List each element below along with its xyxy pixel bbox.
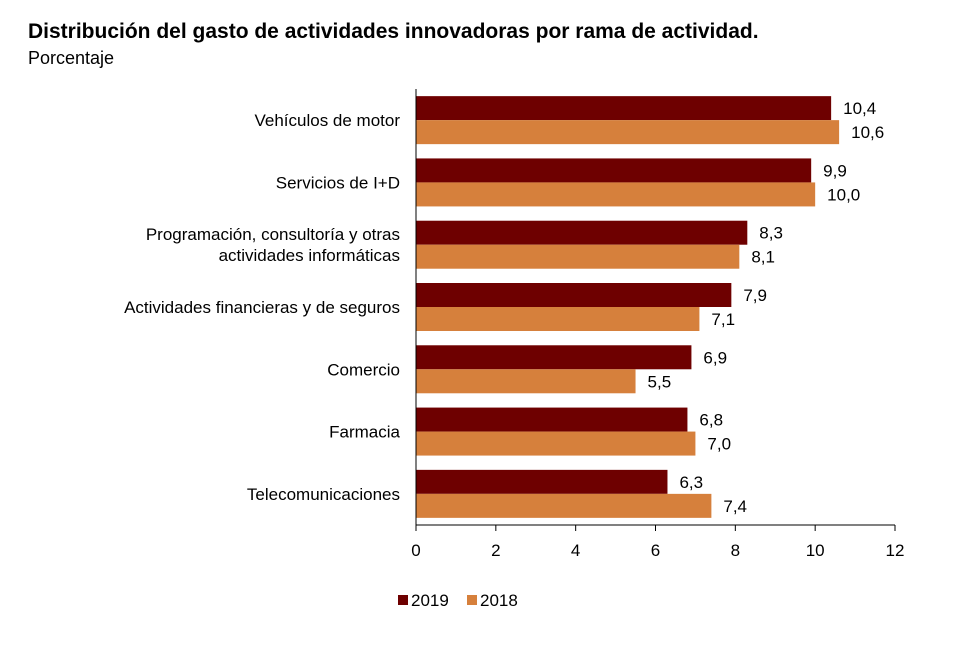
category-label-0: Vehículos de motor — [254, 111, 400, 130]
bar-2019-5 — [416, 407, 688, 432]
data-label-2019-0: 10,4 — [843, 99, 876, 118]
category-label-2-1: actividades informáticas — [219, 246, 400, 265]
x-tick-label-2: 4 — [571, 541, 580, 560]
x-tick-label-4: 8 — [731, 541, 740, 560]
bar-2018-3 — [416, 307, 700, 331]
legend-label-2018: 2018 — [480, 591, 518, 610]
x-tick-label-1: 2 — [491, 541, 500, 560]
data-label-2018-5: 7,0 — [707, 435, 731, 454]
category-label-4: Comercio — [327, 360, 400, 379]
data-label-2018-2: 8,1 — [751, 248, 775, 267]
data-label-2018-0: 10,6 — [851, 123, 884, 142]
bar-2019-1 — [416, 158, 812, 183]
data-label-2018-1: 10,0 — [827, 185, 860, 204]
bar-2018-4 — [416, 369, 636, 394]
category-label-5: Farmacia — [329, 423, 400, 442]
x-tick-label-6: 12 — [886, 541, 905, 560]
data-label-2019-1: 9,9 — [823, 161, 847, 180]
bar-2019-6 — [416, 469, 668, 494]
x-tick-label-0: 0 — [411, 541, 420, 560]
bar-2018-6 — [416, 493, 712, 518]
category-label-1: Servicios de I+D — [276, 173, 400, 192]
bar-2018-2 — [416, 244, 740, 269]
data-label-2018-6: 7,4 — [723, 497, 747, 516]
data-label-2019-3: 7,9 — [743, 286, 767, 305]
legend-label-2019: 2019 — [411, 591, 449, 610]
data-label-2019-2: 8,3 — [759, 224, 783, 243]
chart-subtitle: Porcentaje — [28, 48, 115, 68]
data-label-2019-5: 6,8 — [699, 411, 723, 430]
data-label-2019-4: 6,9 — [703, 348, 727, 367]
x-tick-label-5: 10 — [806, 541, 825, 560]
bar-2019-0 — [416, 96, 832, 121]
category-label-2-0: Programación, consultoría y otras — [146, 225, 400, 244]
data-label-2018-4: 5,5 — [648, 372, 672, 391]
x-tick-label-3: 6 — [651, 541, 660, 560]
chart-title: Distribución del gasto de actividades in… — [28, 20, 759, 43]
bar-2019-2 — [416, 220, 748, 245]
bar-2019-3 — [416, 283, 732, 307]
data-label-2018-3: 7,1 — [711, 310, 735, 329]
data-label-2019-6: 6,3 — [679, 473, 703, 492]
legend-swatch-2018 — [467, 595, 477, 605]
bar-2018-0 — [416, 120, 840, 145]
bar-2018-5 — [416, 431, 696, 456]
bar-2019-4 — [416, 345, 692, 370]
legend-swatch-2019 — [398, 595, 408, 605]
category-label-6: Telecomunicaciones — [247, 485, 400, 504]
category-label-3: Actividades financieras y de seguros — [124, 298, 400, 317]
bar-2018-1 — [416, 182, 816, 207]
